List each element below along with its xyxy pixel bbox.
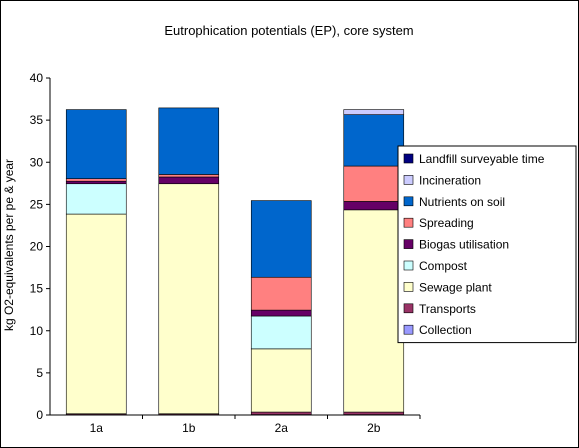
bar-segment-incineration-2b xyxy=(343,109,405,115)
legend-label: Landfill surveyable time xyxy=(419,152,545,166)
bar-segment-nutrients-on-soil-2a xyxy=(250,200,312,278)
y-tick-label: 10 xyxy=(30,324,44,338)
x-tick-label: 1a xyxy=(90,421,104,435)
legend-label: Spreading xyxy=(419,216,474,230)
bar-segment-spreading-1b xyxy=(158,174,220,178)
legend-swatch xyxy=(403,282,414,292)
legend-swatch xyxy=(403,239,414,249)
y-tick-label: 15 xyxy=(30,282,44,296)
y-tick-label: 35 xyxy=(30,113,44,127)
y-tick-label: 40 xyxy=(30,71,44,85)
bar-segment-sewage-plant-2b xyxy=(343,209,405,413)
y-tick-label: 5 xyxy=(36,366,43,380)
bar-segment-biogas-utilisation-2a xyxy=(250,309,312,317)
legend-swatch xyxy=(403,303,414,314)
bar-segment-transports-2b xyxy=(343,411,405,415)
legend-label: Transports xyxy=(419,302,476,316)
legend-label: Sewage plant xyxy=(419,280,492,294)
y-tick-label: 0 xyxy=(36,408,43,422)
legend-swatch xyxy=(403,217,414,228)
x-tick-label: 1b xyxy=(182,421,196,435)
bar-segment-nutrients-on-soil-1a xyxy=(65,109,127,179)
bar-segment-compost-2a xyxy=(250,315,312,350)
y-tick-label: 30 xyxy=(30,155,44,169)
legend-swatch xyxy=(403,196,414,207)
y-tick-label: 20 xyxy=(30,240,44,254)
bar-segment-biogas-utilisation-2b xyxy=(343,201,405,211)
chart-title: Eutrophication potentials (EP), core sys… xyxy=(164,23,413,38)
bar-segment-spreading-2b xyxy=(343,165,405,202)
bar-segment-spreading-2a xyxy=(250,276,312,311)
bar-segment-biogas-utilisation-1a xyxy=(65,180,127,185)
bar-segment-compost-1a xyxy=(65,183,127,215)
legend-swatch xyxy=(403,260,414,271)
legend-label: Nutrients on soil xyxy=(419,195,505,209)
bar-segment-nutrients-on-soil-2b xyxy=(343,114,405,167)
bar-segment-sewage-plant-1b xyxy=(158,183,220,415)
legend-label: Compost xyxy=(419,259,468,273)
legend: Landfill surveyable time Incineration Nutr… xyxy=(397,145,577,344)
bar-segment-biogas-utilisation-1b xyxy=(158,176,220,185)
y-tick-label: 25 xyxy=(30,197,44,211)
legend-swatch xyxy=(403,153,414,164)
legend-label: Incineration xyxy=(419,173,481,187)
legend-swatch xyxy=(403,175,414,185)
bar-segment-spreading-1a xyxy=(65,178,127,182)
y-axis-label: kg O2-equivalents per pe & year xyxy=(2,159,16,331)
legend-label: Biogas utilisation xyxy=(419,238,509,252)
x-tick-label: 2b xyxy=(367,421,381,435)
bar-segment-transports-2a xyxy=(250,411,312,415)
legend-box xyxy=(397,145,577,344)
legend-swatch xyxy=(403,324,414,335)
plot-area: 0 5 10 15 20 25 30 35 40 1a 1b 2a 2b xyxy=(30,71,421,435)
bar-segment-sewage-plant-2a xyxy=(250,348,312,413)
x-tick-label: 2a xyxy=(275,421,289,435)
bar-segment-nutrients-on-soil-1b xyxy=(158,107,220,175)
legend-label: Collection xyxy=(419,323,472,337)
bar-segment-sewage-plant-1a xyxy=(65,213,127,415)
